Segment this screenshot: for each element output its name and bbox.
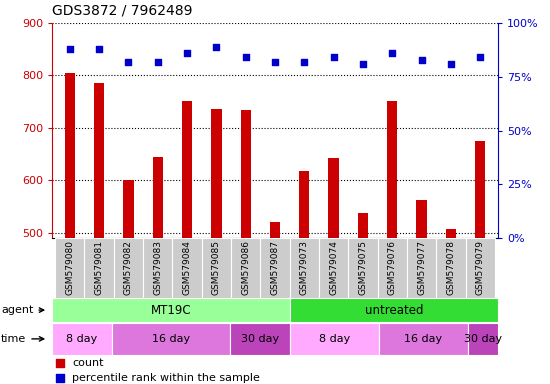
Point	[183, 50, 191, 56]
Point	[241, 55, 250, 61]
FancyBboxPatch shape	[260, 238, 290, 298]
Point	[417, 56, 426, 63]
FancyBboxPatch shape	[319, 238, 348, 298]
Bar	[475, 141, 485, 384]
FancyBboxPatch shape	[468, 323, 498, 354]
Bar	[153, 157, 163, 384]
Text: GSM579085: GSM579085	[212, 240, 221, 295]
Text: GSM579083: GSM579083	[153, 240, 162, 295]
Point	[359, 61, 367, 67]
Text: 8 day: 8 day	[67, 334, 97, 344]
FancyBboxPatch shape	[52, 298, 290, 322]
Bar	[299, 171, 310, 384]
Bar	[240, 109, 251, 384]
Text: GSM579076: GSM579076	[388, 240, 397, 295]
Bar	[416, 200, 427, 384]
Text: GSM579081: GSM579081	[95, 240, 103, 295]
FancyBboxPatch shape	[379, 323, 468, 354]
Text: GSM579087: GSM579087	[271, 240, 279, 295]
Bar	[446, 229, 456, 384]
Text: GSM579080: GSM579080	[65, 240, 74, 295]
Point	[153, 59, 162, 65]
FancyBboxPatch shape	[465, 238, 495, 298]
Bar	[211, 109, 222, 384]
Point	[344, 309, 353, 315]
FancyBboxPatch shape	[348, 238, 378, 298]
Point	[124, 59, 133, 65]
Bar	[182, 101, 192, 384]
Bar	[387, 101, 397, 384]
Point	[447, 61, 455, 67]
FancyBboxPatch shape	[172, 238, 202, 298]
Text: time: time	[1, 334, 44, 344]
FancyBboxPatch shape	[290, 323, 379, 354]
Text: count: count	[72, 358, 104, 368]
Point	[95, 46, 103, 52]
Text: 30 day: 30 day	[241, 334, 279, 344]
FancyBboxPatch shape	[290, 238, 319, 298]
FancyBboxPatch shape	[407, 238, 436, 298]
Point	[65, 46, 74, 52]
Bar	[328, 158, 339, 384]
Text: GSM579077: GSM579077	[417, 240, 426, 295]
Text: GSM579086: GSM579086	[241, 240, 250, 295]
Text: GSM579084: GSM579084	[183, 240, 191, 295]
Bar	[123, 180, 134, 384]
Point	[212, 44, 221, 50]
Point	[344, 178, 353, 184]
FancyBboxPatch shape	[202, 238, 231, 298]
Bar	[358, 214, 368, 384]
Text: 30 day: 30 day	[464, 334, 502, 344]
Text: 8 day: 8 day	[319, 334, 350, 344]
FancyBboxPatch shape	[231, 238, 260, 298]
FancyBboxPatch shape	[112, 323, 230, 354]
Bar	[94, 83, 104, 384]
Text: GSM579075: GSM579075	[359, 240, 367, 295]
Text: MT19C: MT19C	[151, 304, 191, 316]
FancyBboxPatch shape	[436, 238, 465, 298]
Point	[476, 55, 485, 61]
FancyBboxPatch shape	[55, 238, 85, 298]
Text: GSM579082: GSM579082	[124, 240, 133, 295]
Point	[300, 59, 309, 65]
Text: agent: agent	[1, 305, 44, 315]
Text: GSM579073: GSM579073	[300, 240, 309, 295]
FancyBboxPatch shape	[143, 238, 172, 298]
Text: GDS3872 / 7962489: GDS3872 / 7962489	[52, 4, 192, 18]
FancyBboxPatch shape	[230, 323, 290, 354]
FancyBboxPatch shape	[114, 238, 143, 298]
Text: 16 day: 16 day	[404, 334, 443, 344]
Point	[388, 50, 397, 56]
FancyBboxPatch shape	[378, 238, 407, 298]
Point	[271, 59, 279, 65]
FancyBboxPatch shape	[52, 323, 112, 354]
Text: untreated: untreated	[365, 304, 423, 316]
Bar	[270, 222, 280, 384]
Text: GSM579078: GSM579078	[447, 240, 455, 295]
Text: 16 day: 16 day	[152, 334, 190, 344]
FancyBboxPatch shape	[290, 298, 498, 322]
Text: percentile rank within the sample: percentile rank within the sample	[72, 372, 260, 383]
FancyBboxPatch shape	[85, 238, 114, 298]
Bar	[65, 73, 75, 384]
Point	[329, 55, 338, 61]
Text: GSM579079: GSM579079	[476, 240, 485, 295]
Text: GSM579074: GSM579074	[329, 240, 338, 295]
